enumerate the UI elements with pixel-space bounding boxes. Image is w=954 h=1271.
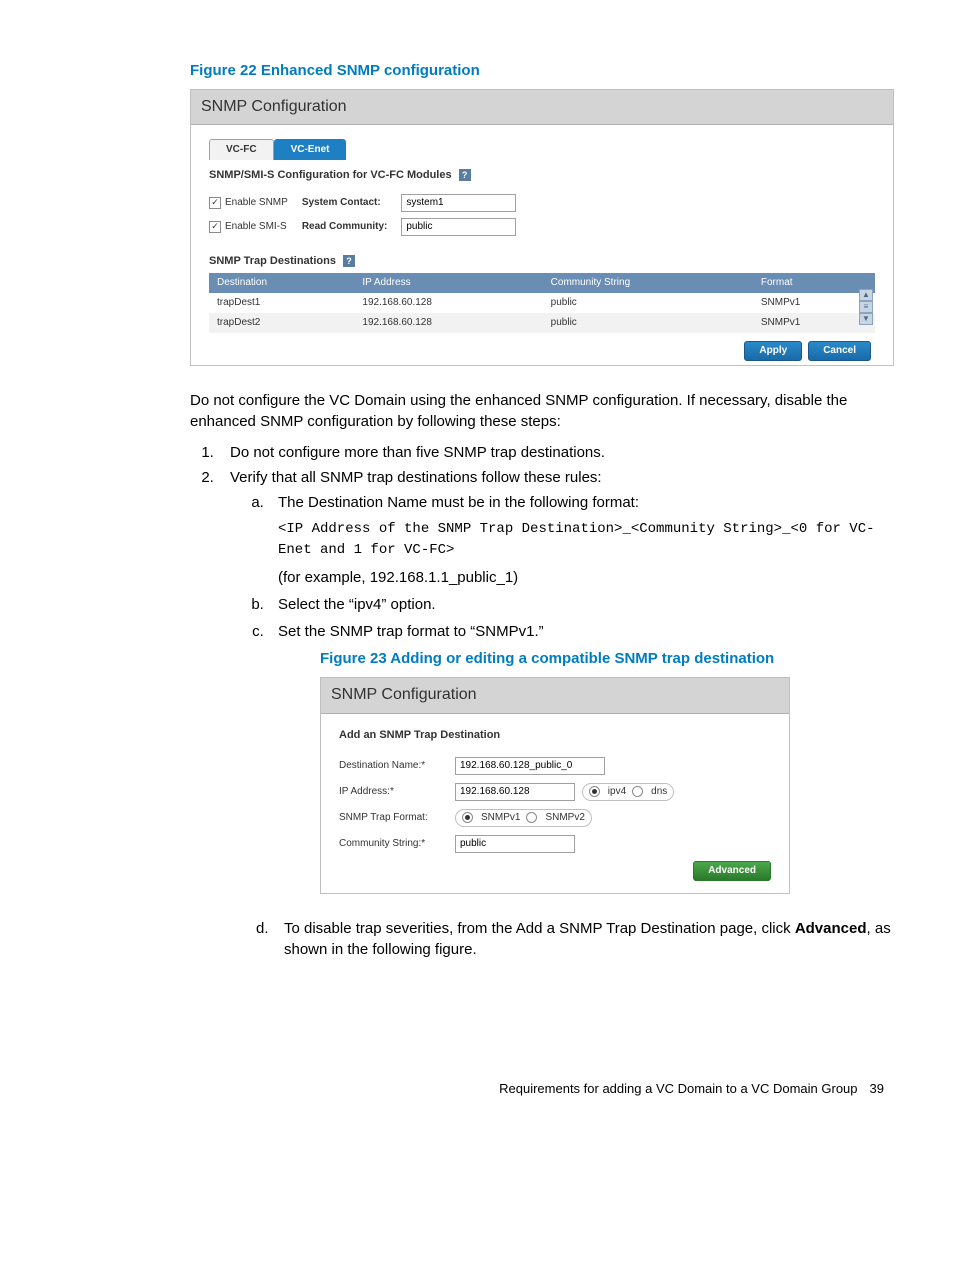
fig23-panel: SNMP Configuration Add an SNMP Trap Dest… — [320, 677, 790, 894]
read-community-label: Read Community: — [302, 220, 388, 234]
snmpv2-label: SNMPv2 — [545, 811, 584, 825]
enable-smis-label: Enable SMI-S — [225, 220, 287, 234]
dns-radio[interactable] — [632, 786, 643, 797]
table-scrollbar[interactable]: ▲ ≡ ▼ — [859, 289, 873, 325]
table-row: trapDest2 192.168.60.128 public SNMPv1 — [209, 313, 875, 333]
step-2a: The Destination Name must be in the foll… — [268, 492, 894, 588]
step-2d-text: To disable trap severities, from the Add… — [284, 918, 894, 960]
code-example: (for example, 192.168.1.1_public_1) — [278, 567, 894, 588]
ip-type-radio-group: ipv4 dns — [582, 783, 674, 801]
cell-fmt: SNMPv1 — [753, 313, 875, 333]
page-footer: Requirements for adding a VC Domain to a… — [60, 1080, 894, 1098]
system-contact-input[interactable] — [401, 194, 516, 212]
ipv4-radio[interactable] — [589, 786, 600, 797]
footer-text: Requirements for adding a VC Domain to a… — [499, 1080, 857, 1098]
cell-dest: trapDest1 — [209, 293, 354, 313]
trap-format-label: SNMP Trap Format: — [339, 811, 449, 825]
snmpv1-radio[interactable] — [462, 812, 473, 823]
step-2a-text: The Destination Name must be in the foll… — [278, 494, 639, 511]
enable-smis-checkbox[interactable]: ✓ Enable SMI-S — [209, 220, 288, 234]
footer-page-number: 39 — [870, 1080, 884, 1098]
table-row: trapDest1 192.168.60.128 public SNMPv1 — [209, 293, 875, 313]
fig22-panel-title: SNMP Configuration — [191, 90, 893, 125]
step-2b: Select the “ipv4” option. — [268, 594, 894, 615]
cell-comm: public — [543, 293, 753, 313]
trap-format-radio-group: SNMPv1 SNMPv2 — [455, 809, 592, 827]
ip-address-input[interactable] — [455, 783, 575, 801]
check-icon: ✓ — [209, 221, 221, 233]
snmpv2-radio[interactable] — [526, 812, 537, 823]
fig23-panel-title: SNMP Configuration — [321, 678, 789, 713]
tab-vc-fc[interactable]: VC-FC — [209, 139, 274, 160]
cell-ip: 192.168.60.128 — [354, 293, 542, 313]
system-contact-label: System Contact: — [302, 196, 388, 210]
content-paragraph: Do not configure the VC Domain using the… — [190, 390, 894, 432]
step-1: Do not configure more than five SNMP tra… — [218, 442, 894, 463]
cell-comm: public — [543, 313, 753, 333]
step-2d-marker: d. — [256, 918, 270, 960]
dest-name-label: Destination Name:* — [339, 759, 449, 773]
scroll-down-icon[interactable]: ▼ — [859, 313, 873, 325]
fig22-subhead: SNMP/SMI-S Configuration for VC-FC Modul… — [209, 168, 875, 183]
ipv4-label: ipv4 — [608, 785, 626, 799]
step-2c: Set the SNMP trap format to “SNMPv1.” — [268, 621, 894, 642]
fig23-subhead: Add an SNMP Trap Destination — [339, 728, 771, 743]
enable-snmp-label: Enable SNMP — [225, 196, 288, 210]
tab-vc-enet[interactable]: VC-Enet — [274, 139, 347, 160]
cell-ip: 192.168.60.128 — [354, 313, 542, 333]
fig22-subhead-text: SNMP/SMI-S Configuration for VC-FC Modul… — [209, 169, 452, 181]
figure-23-caption: Figure 23 Adding or editing a compatible… — [320, 648, 894, 669]
fig22-panel: SNMP Configuration VC-FC VC-Enet SNMP/SM… — [190, 89, 894, 366]
step-2-sublist: The Destination Name must be in the foll… — [268, 492, 894, 642]
th-format: Format — [753, 273, 875, 293]
step-2d-lead: To disable trap severities, from the Add… — [284, 920, 795, 937]
advanced-button[interactable]: Advanced — [693, 861, 771, 881]
step-2-text: Verify that all SNMP trap destinations f… — [230, 469, 602, 486]
step-2d-bold: Advanced — [795, 920, 867, 937]
code-format: <IP Address of the SNMP Trap Destination… — [278, 519, 894, 561]
dns-label: dns — [651, 785, 667, 799]
check-icon: ✓ — [209, 197, 221, 209]
enable-snmp-checkbox[interactable]: ✓ Enable SNMP — [209, 196, 288, 210]
help-icon[interactable]: ? — [459, 169, 471, 181]
scroll-up-icon[interactable]: ▲ — [859, 289, 873, 301]
trap-destinations-heading: SNMP Trap Destinations ? — [209, 254, 875, 269]
cancel-button[interactable]: Cancel — [808, 341, 871, 361]
cell-dest: trapDest2 — [209, 313, 354, 333]
apply-button[interactable]: Apply — [744, 341, 802, 361]
scroll-mid-icon[interactable]: ≡ — [859, 301, 873, 313]
snmpv1-label: SNMPv1 — [481, 811, 520, 825]
fig22-button-row: Apply Cancel — [209, 333, 875, 365]
cell-fmt: SNMPv1 — [753, 293, 875, 313]
step-2: Verify that all SNMP trap destinations f… — [218, 467, 894, 894]
read-community-input[interactable] — [401, 218, 516, 236]
trap-dest-text: SNMP Trap Destinations — [209, 255, 336, 267]
content-steps: Do not configure more than five SNMP tra… — [218, 442, 894, 894]
figure-22-caption: Figure 22 Enhanced SNMP configuration — [190, 60, 894, 81]
fig23-button-row: Advanced — [339, 853, 771, 885]
trap-table: Destination IP Address Community String … — [209, 273, 875, 333]
step-2d: d. To disable trap severities, from the … — [256, 918, 894, 960]
th-ip: IP Address — [354, 273, 542, 293]
fig22-config-row: ✓ Enable SNMP ✓ Enable SMI-S System Cont… — [209, 194, 875, 236]
community-string-label: Community String:* — [339, 837, 449, 851]
th-destination: Destination — [209, 273, 354, 293]
community-string-input[interactable] — [455, 835, 575, 853]
help-icon[interactable]: ? — [343, 255, 355, 267]
dest-name-input[interactable] — [455, 757, 605, 775]
fig22-tabs: VC-FC VC-Enet — [209, 139, 875, 160]
fig23-form: Destination Name:* IP Address:* ipv4 dns… — [339, 757, 771, 853]
th-community: Community String — [543, 273, 753, 293]
ip-address-label: IP Address:* — [339, 785, 449, 799]
